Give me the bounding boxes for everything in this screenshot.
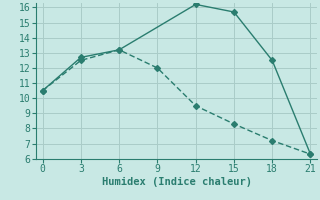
X-axis label: Humidex (Indice chaleur): Humidex (Indice chaleur) bbox=[101, 177, 252, 187]
